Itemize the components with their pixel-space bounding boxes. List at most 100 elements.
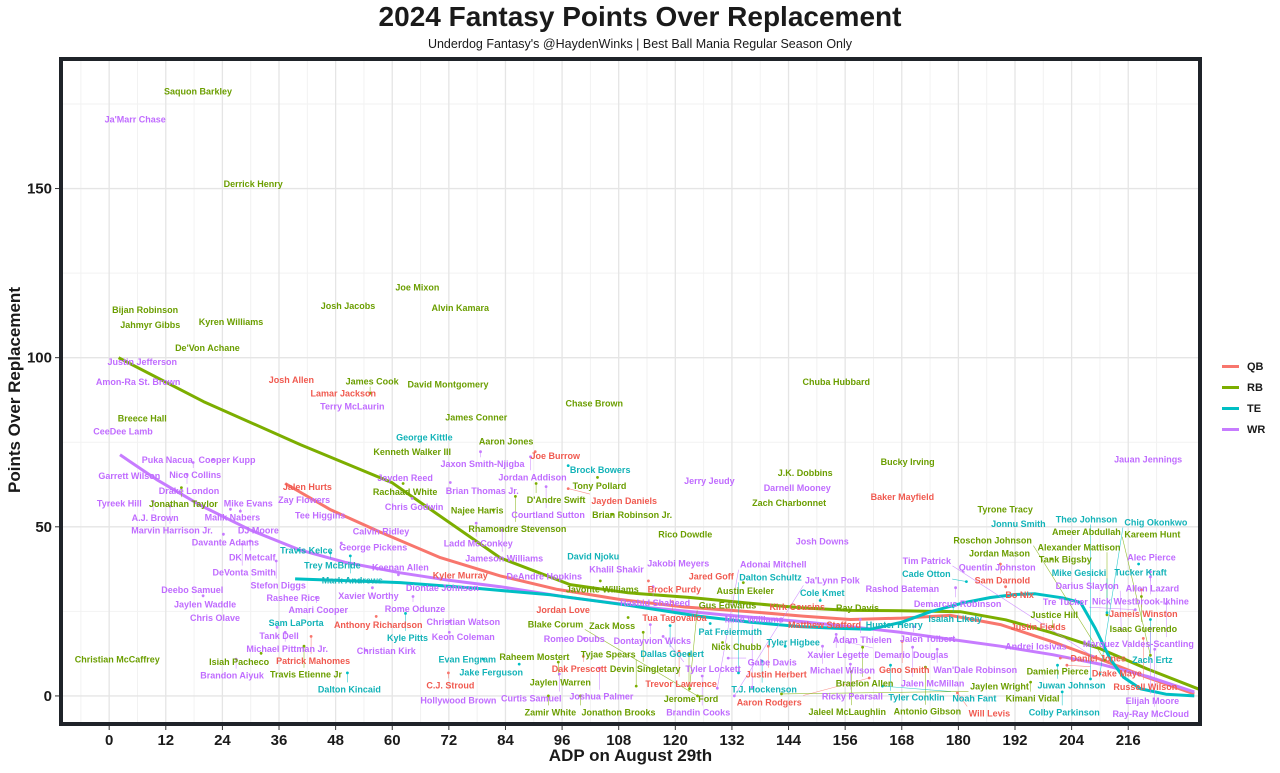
- player-point: [924, 665, 927, 669]
- player-point: [547, 694, 550, 698]
- player-label: Travis Etienne Jr: [270, 670, 343, 680]
- player-point: [677, 649, 681, 653]
- player-label: Tim Patrick: [903, 556, 952, 566]
- player-point: [721, 641, 724, 644]
- player-point: [1004, 585, 1007, 589]
- player-point: [1141, 637, 1145, 640]
- player-label: Antonio Gibson: [894, 707, 962, 717]
- player-point: [410, 497, 414, 500]
- player-label: Kyren Williams: [199, 317, 263, 327]
- player-point: [737, 671, 740, 675]
- player-label: Kimani Vidal: [1006, 694, 1060, 704]
- legend-label-wr: WR: [1247, 423, 1266, 436]
- player-label: Quentin Johnston: [959, 563, 1036, 573]
- player-label: Anthony Richardson: [334, 620, 423, 630]
- player-label: Courtland Sutton: [511, 510, 585, 520]
- player-point: [259, 651, 263, 655]
- player-point: [1058, 656, 1062, 660]
- player-point: [1103, 658, 1106, 662]
- player-label: Elijah Moore: [1126, 696, 1180, 706]
- x-axis-label: ADP on August 29th: [548, 746, 713, 765]
- player-label: Zach Ertz: [1132, 655, 1173, 665]
- player-label: Justin Fields: [1011, 622, 1066, 632]
- player-point: [858, 618, 862, 621]
- player-label: Demario Douglas: [874, 650, 948, 660]
- player-point: [1056, 663, 1059, 667]
- x-tick-label: 132: [719, 732, 744, 749]
- player-point: [911, 645, 914, 649]
- player-point: [234, 657, 238, 661]
- player-point: [1105, 613, 1109, 617]
- player-label: Curtis Samuel: [501, 694, 562, 704]
- player-point: [191, 461, 195, 464]
- player-label: Justin Herbert: [746, 670, 807, 680]
- player-label: Isiah Pacheco: [209, 657, 270, 667]
- player-point: [309, 635, 313, 638]
- legend-label-rb: RB: [1247, 381, 1263, 394]
- player-label: Cade Otton: [902, 569, 951, 579]
- player-label: Rhamondre Stevenson: [468, 524, 566, 534]
- leader-line: [1121, 536, 1151, 656]
- player-label: Geno Smith: [879, 665, 930, 675]
- player-label: Tyjae Spears: [581, 650, 636, 660]
- player-point: [1149, 575, 1152, 579]
- player-point: [397, 573, 400, 577]
- player-label: Braelon Allen: [836, 679, 894, 689]
- player-label: Tyler Conklin: [888, 693, 944, 703]
- player-point: [566, 464, 570, 467]
- x-tick-label: 204: [1059, 732, 1085, 749]
- player-label: Colby Parkinson: [1029, 707, 1100, 717]
- player-label: Kyle Pitts: [387, 633, 428, 643]
- player-point: [598, 666, 601, 670]
- player-point: [500, 528, 504, 532]
- player-label: Tyrone Tracy: [978, 505, 1033, 515]
- player-point: [715, 686, 719, 690]
- player-label: D'Andre Swift: [527, 495, 586, 505]
- player-point: [912, 625, 915, 628]
- x-tick-label: 156: [833, 732, 858, 749]
- player-label: Rashee Rice: [267, 593, 321, 603]
- player-label: David Montgomery: [407, 380, 488, 390]
- player-label: George Kittle: [396, 432, 453, 442]
- player-point: [1091, 655, 1095, 658]
- player-label: Jonnu Smith: [991, 519, 1046, 529]
- player-label: Joe Mixon: [395, 283, 439, 293]
- player-point: [1050, 625, 1054, 628]
- player-point: [1165, 602, 1168, 605]
- player-point: [151, 500, 155, 503]
- player-label: Calvin Ridley: [353, 527, 410, 537]
- player-label: Hollywood Brown: [420, 695, 496, 705]
- player-point: [651, 585, 655, 589]
- legend-label-qb: QB: [1247, 360, 1264, 373]
- x-tick-label: 24: [214, 732, 231, 749]
- player-label: J.K. Dobbins: [778, 468, 833, 478]
- player-label: Tucker Kraft: [1114, 568, 1166, 578]
- player-label: Daniel Jones: [1071, 654, 1127, 664]
- player-point: [596, 476, 599, 479]
- player-point: [1089, 677, 1092, 681]
- leader-line: [1119, 590, 1122, 630]
- player-label: Josh Downs: [796, 537, 849, 547]
- player-label: Hunter Henry: [866, 620, 923, 630]
- player-point: [517, 662, 521, 666]
- player-label: Sam LaPorta: [269, 618, 325, 628]
- player-point: [648, 623, 652, 626]
- player-point: [1140, 595, 1143, 598]
- leader-line: [717, 569, 739, 689]
- player-point: [688, 687, 691, 691]
- trend-line-rb: [117, 356, 1200, 691]
- player-label: Allen Lazard: [1126, 583, 1180, 593]
- player-label: Matthew Stafford: [788, 620, 861, 630]
- player-label: Tank Dell: [259, 631, 298, 641]
- player-point: [222, 532, 225, 536]
- player-label: Puka Nacua: [142, 455, 194, 465]
- player-label: Mike Williams: [725, 615, 784, 625]
- player-label: Devin Singletary: [610, 664, 681, 674]
- player-point: [726, 656, 730, 660]
- leader-line: [1066, 664, 1091, 667]
- leader-line: [1099, 527, 1124, 675]
- player-label: David Njoku: [567, 551, 619, 561]
- player-label: Isaac Guerendo: [1110, 624, 1178, 634]
- player-label: Jaylen Warren: [530, 678, 591, 688]
- player-point: [201, 594, 205, 598]
